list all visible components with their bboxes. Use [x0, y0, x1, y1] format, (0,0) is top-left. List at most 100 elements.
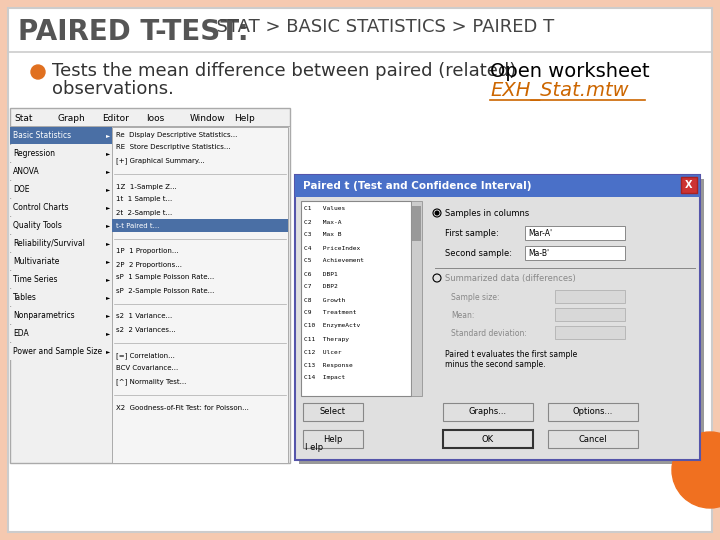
Text: ►: ►: [106, 295, 110, 300]
Text: Control Charts: Control Charts: [13, 204, 68, 213]
Text: observations.: observations.: [52, 80, 174, 98]
Bar: [299, 179, 704, 464]
Bar: [10, 181, 112, 198]
Text: Options...: Options...: [573, 408, 613, 416]
Text: Paired t (Test and Confidence Interval): Paired t (Test and Confidence Interval): [303, 181, 531, 191]
Text: DOE: DOE: [13, 186, 30, 194]
Text: ►: ►: [106, 206, 110, 211]
Text: Nonparametrics: Nonparametrics: [13, 312, 75, 321]
Text: Window: Window: [190, 114, 225, 123]
Text: 2t  2-Sample t...: 2t 2-Sample t...: [116, 210, 172, 215]
Bar: [295, 175, 700, 197]
Bar: [10, 307, 112, 324]
Bar: [10, 289, 112, 306]
Text: Tests the mean difference between paired (related): Tests the mean difference between paired…: [52, 62, 516, 80]
Text: C3   Max B: C3 Max B: [304, 233, 341, 238]
Circle shape: [434, 211, 439, 215]
Text: ►: ►: [106, 241, 110, 246]
Text: C14  Impact: C14 Impact: [304, 375, 346, 381]
Bar: [525, 226, 625, 240]
Text: ►: ►: [106, 133, 110, 138]
Bar: [112, 219, 288, 232]
Text: Sample size:: Sample size:: [451, 293, 500, 301]
Text: Reliability/Survival: Reliability/Survival: [13, 240, 85, 248]
Text: C4   PriceIndex: C4 PriceIndex: [304, 246, 360, 251]
Text: Mar-A': Mar-A': [528, 228, 552, 238]
Text: ►: ►: [106, 332, 110, 336]
Text: C7   DBP2: C7 DBP2: [304, 285, 338, 289]
Bar: [10, 145, 112, 162]
Text: ►: ►: [106, 170, 110, 174]
Text: Graphs...: Graphs...: [469, 408, 507, 416]
Bar: [548, 430, 638, 448]
Text: ►: ►: [106, 224, 110, 228]
Bar: [10, 253, 112, 270]
Circle shape: [31, 65, 45, 79]
Bar: [10, 217, 112, 234]
Text: C10  EnzymeActv: C10 EnzymeActv: [304, 323, 360, 328]
Text: Ma-B': Ma-B': [528, 248, 549, 258]
Text: 2P  2 Proportions...: 2P 2 Proportions...: [116, 261, 182, 267]
Text: Select: Select: [320, 408, 346, 416]
Text: sP  2-Sample Poisson Rate...: sP 2-Sample Poisson Rate...: [116, 287, 215, 294]
Text: Multivariate: Multivariate: [13, 258, 59, 267]
Text: C5   Achievement: C5 Achievement: [304, 259, 364, 264]
Text: X: X: [685, 180, 693, 190]
Text: C8   Growth: C8 Growth: [304, 298, 346, 302]
Text: [=] Correlation...: [=] Correlation...: [116, 352, 175, 359]
Bar: [295, 175, 700, 460]
Text: Summarized data (differences): Summarized data (differences): [445, 273, 576, 282]
Text: C11  Therapy: C11 Therapy: [304, 336, 349, 341]
Text: RE  Store Descriptive Statistics...: RE Store Descriptive Statistics...: [116, 145, 230, 151]
Text: Standard deviation:: Standard deviation:: [451, 328, 527, 338]
Bar: [303, 430, 363, 448]
Bar: [525, 246, 625, 260]
Text: 1P  1 Proportion...: 1P 1 Proportion...: [116, 248, 179, 254]
Text: C6   DBP1: C6 DBP1: [304, 272, 338, 276]
Text: STAT > BASIC STATISTICS > PAIRED T: STAT > BASIC STATISTICS > PAIRED T: [205, 18, 554, 36]
Text: PAIRED T-TEST:: PAIRED T-TEST:: [18, 18, 248, 46]
Text: 1Z  1-Sample Z...: 1Z 1-Sample Z...: [116, 184, 176, 190]
Text: Ioos: Ioos: [146, 114, 164, 123]
Text: [+] Graphical Summary...: [+] Graphical Summary...: [116, 157, 204, 164]
Bar: [303, 403, 363, 421]
Text: ANOVA: ANOVA: [13, 167, 40, 177]
Text: Samples in columns: Samples in columns: [445, 208, 529, 218]
Bar: [10, 199, 112, 216]
Text: ►: ►: [106, 314, 110, 319]
Text: Editor: Editor: [102, 114, 129, 123]
Text: Open worksheet: Open worksheet: [490, 62, 649, 81]
Text: Basic Statistics: Basic Statistics: [13, 132, 71, 140]
Text: ►: ►: [106, 349, 110, 354]
Text: 1t  1 Sample t...: 1t 1 Sample t...: [116, 197, 172, 202]
Bar: [10, 163, 112, 180]
Text: I elp: I elp: [305, 442, 323, 451]
Bar: [112, 127, 288, 463]
Bar: [10, 271, 112, 288]
Text: s2  1 Variance...: s2 1 Variance...: [116, 314, 172, 320]
Text: ►: ►: [106, 260, 110, 265]
Text: Second sample:: Second sample:: [445, 248, 512, 258]
Text: C1   Values: C1 Values: [304, 206, 346, 212]
Text: Time Series: Time Series: [13, 275, 58, 285]
Text: Help: Help: [323, 435, 343, 443]
Text: EDA: EDA: [13, 329, 29, 339]
Circle shape: [672, 432, 720, 508]
Text: EXH_Stat.mtw: EXH_Stat.mtw: [490, 82, 629, 101]
Text: C12  Ulcer: C12 Ulcer: [304, 349, 341, 354]
Bar: [411, 201, 422, 396]
Text: Help: Help: [234, 114, 255, 123]
Text: t-t Paired t...: t-t Paired t...: [116, 222, 159, 228]
Bar: [548, 403, 638, 421]
Text: Quality Tools: Quality Tools: [13, 221, 62, 231]
FancyBboxPatch shape: [10, 108, 290, 463]
Text: C2   Max-A: C2 Max-A: [304, 219, 341, 225]
Bar: [555, 308, 625, 321]
Bar: [10, 343, 112, 360]
Text: Paired t evaluates the first sample
minus the second sample.: Paired t evaluates the first sample minu…: [445, 350, 577, 369]
Bar: [10, 235, 112, 252]
Text: OK: OK: [482, 435, 494, 443]
Text: BCV Covariance...: BCV Covariance...: [116, 366, 179, 372]
Bar: [555, 290, 625, 303]
Text: Regression: Regression: [13, 150, 55, 159]
